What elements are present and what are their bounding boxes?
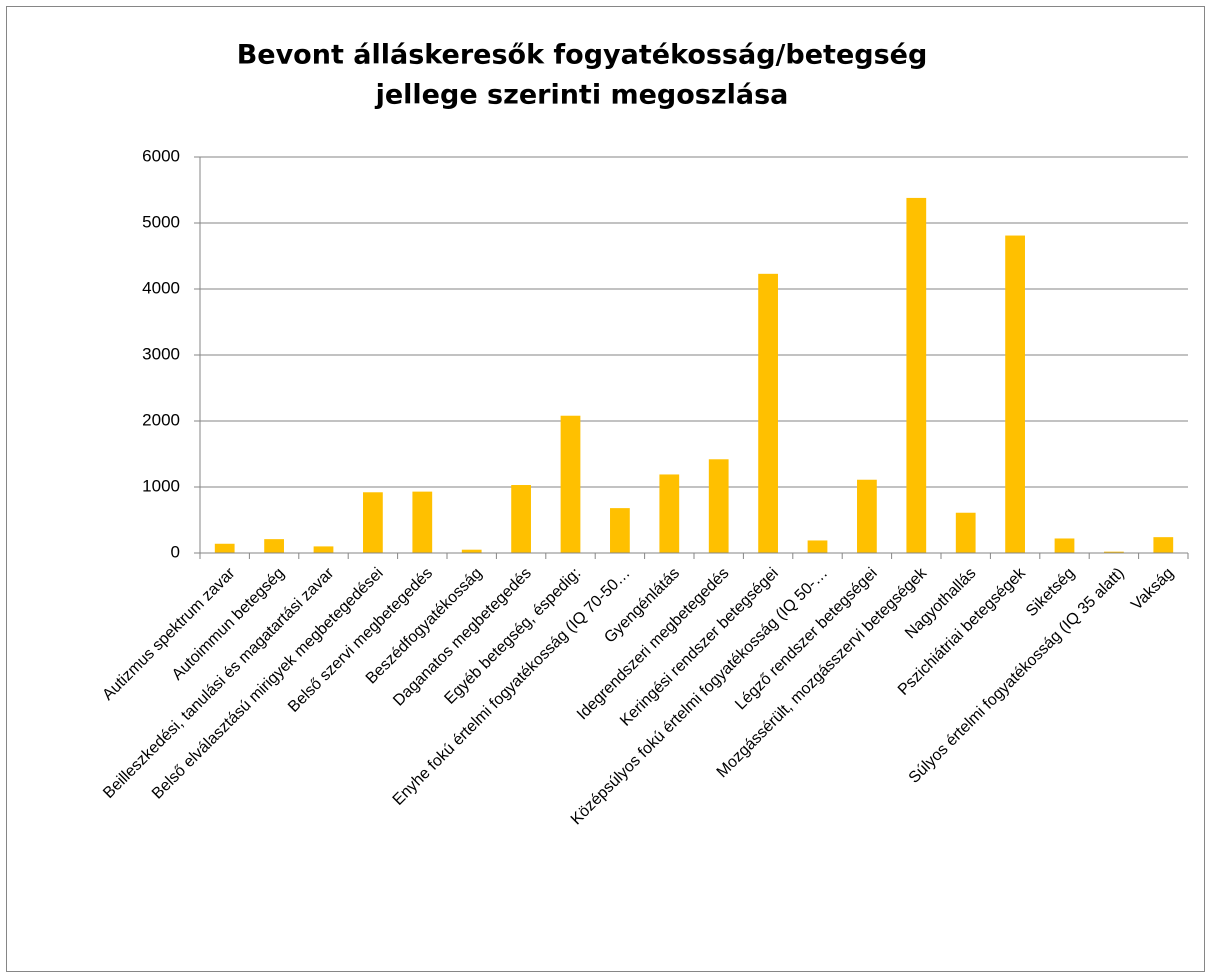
chart-frame <box>6 6 1205 972</box>
bar <box>1104 551 1124 553</box>
bar <box>214 543 235 553</box>
y-tick-label: 4000 <box>142 278 180 297</box>
y-tick-label: 0 <box>171 542 180 561</box>
bar <box>955 512 976 553</box>
bar <box>264 539 284 553</box>
y-tick-label: 3000 <box>142 344 180 363</box>
bar <box>1005 235 1025 554</box>
bar <box>758 273 778 553</box>
bar <box>560 415 581 553</box>
bar <box>363 492 383 553</box>
y-tick-label: 6000 <box>142 146 180 165</box>
chart-title: jellege szerinti megoszlása <box>375 80 789 111</box>
bar <box>659 474 680 553</box>
y-tick-label: 1000 <box>142 476 180 495</box>
bar <box>511 485 531 553</box>
bar <box>461 549 482 553</box>
bar <box>708 459 729 553</box>
chart-title: Bevont álláskeresők fogyatékosság/betegs… <box>237 40 928 71</box>
y-tick-label: 2000 <box>142 410 180 429</box>
bar <box>313 546 334 553</box>
y-tick-label: 5000 <box>142 212 180 231</box>
bar <box>906 197 927 554</box>
bar <box>857 479 877 553</box>
bar <box>1153 537 1174 553</box>
bar <box>610 508 630 553</box>
bar <box>1054 538 1075 553</box>
bar <box>412 491 433 553</box>
bar <box>807 540 828 553</box>
